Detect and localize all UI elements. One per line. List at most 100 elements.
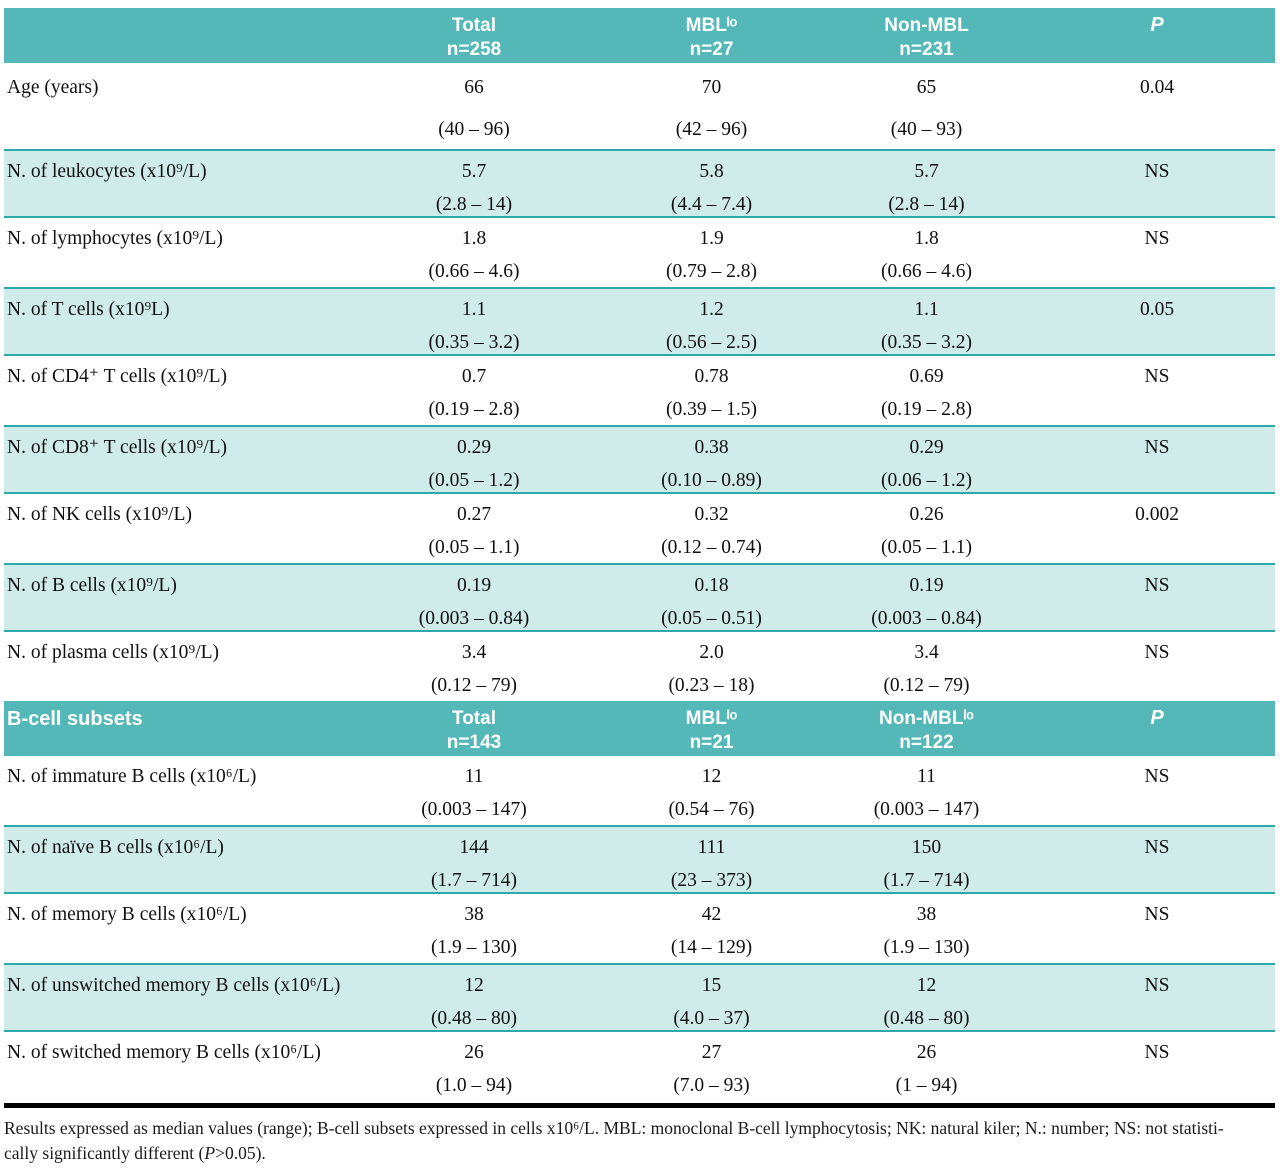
median-value: 38 [916, 904, 937, 925]
value-cell: 1.8 (0.66 – 4.6) [814, 218, 1039, 287]
value-cell: 11 (0.003 – 147) [339, 756, 609, 825]
row-label: N. of leukocytes (x10⁹/L) [7, 161, 207, 182]
value-cell: 0.19 (0.003 – 0.84) [339, 565, 609, 630]
table-row: N. of T cells (x10⁹L) 1.1 (0.35 – 3.2) 1.2 (… [4, 287, 1275, 356]
value-cell: 0.26 (0.05 – 1.1) [814, 494, 1039, 563]
range-value: (23 – 373) [670, 870, 753, 891]
value-cell: 27 (7.0 – 93) [609, 1032, 814, 1101]
value-cell: 3.4 (0.12 – 79) [814, 632, 1039, 701]
column-header: MBLˡᵒ n=27 [609, 15, 814, 60]
range-value: (1.9 – 130) [430, 937, 518, 958]
value-cell: 5.7 (2.8 – 14) [814, 151, 1039, 216]
row-label: N. of immature B cells (x10⁶/L) [7, 766, 257, 787]
row-label: N. of unswitched memory B cells (x10⁶/L) [7, 975, 341, 996]
range-value: (0.12 – 79) [883, 675, 970, 696]
table-row: N. of CD4⁺ T cells (x10⁹/L) 0.7 (0.19 – 2.… [4, 356, 1275, 425]
comparison-table: Total n=258 MBLˡᵒ n=27 Non-MBL n=231 P Age (yea… [4, 8, 1275, 1101]
value-cell: 26 (1 – 94) [814, 1032, 1039, 1101]
median-value: 1.1 [461, 299, 487, 320]
table-row: N. of switched memory B cells (x10⁶/L) 26… [4, 1032, 1275, 1101]
column-n: n=143 [446, 732, 502, 753]
value-cell: 0.78 (0.39 – 1.5) [609, 356, 814, 425]
range-value: (0.19 – 2.8) [881, 399, 972, 420]
value-cell: 1.1 (0.35 – 3.2) [339, 289, 609, 354]
value-cell: 65 (40 – 93) [814, 63, 1039, 149]
range-value: (2.8 – 14) [435, 194, 513, 215]
value-cell: 38 (1.9 – 130) [814, 894, 1039, 963]
value-cell: 144 (1.7 – 714) [339, 827, 609, 892]
value-cell: 12 (0.48 – 80) [814, 965, 1039, 1030]
table-row: N. of leukocytes (x10⁹/L) 5.7 (2.8 – 14) 5.… [4, 149, 1275, 218]
row-label: N. of memory B cells (x10⁶/L) [7, 904, 247, 925]
value-cell: 26 (1.0 – 94) [339, 1032, 609, 1101]
row-label: N. of switched memory B cells (x10⁶/L) [7, 1042, 321, 1063]
value-cell: 3.4 (0.12 – 79) [339, 632, 609, 701]
value-cell: 2.0 (0.23 – 18) [609, 632, 814, 701]
median-value: 0.19 [456, 575, 492, 596]
value-cell: 1.8 (0.66 – 4.6) [339, 218, 609, 287]
median-value: 5.7 [461, 161, 487, 182]
range-value: (14 – 129) [670, 937, 753, 958]
range-value: (4.0 – 37) [673, 1008, 750, 1029]
range-value: (0.56 – 2.5) [666, 332, 757, 353]
median-value: 0.26 [909, 504, 944, 525]
column-header: Non-MBLˡᵒ n=122 [814, 708, 1039, 753]
table-row: N. of plasma cells (x10⁹/L) 3.4 (0.12 – 79… [4, 632, 1275, 701]
column-n: n=258 [446, 39, 502, 60]
column-header: Total n=143 [339, 708, 609, 753]
column-header: MBLˡᵒ n=21 [609, 708, 814, 753]
table-row: N. of CD8⁺ T cells (x10⁹/L) 0.29 (0.05 – 1… [4, 425, 1275, 494]
value-cell: 1.9 (0.79 – 2.8) [609, 218, 814, 287]
range-value: (0.12 – 79) [430, 675, 518, 696]
range-value: (4.4 – 7.4) [670, 194, 753, 215]
median-value: 1.9 [699, 228, 724, 249]
value-cell: 70 (42 – 96) [609, 63, 814, 149]
value-cell: 0.38 (0.10 – 0.89) [609, 427, 814, 492]
range-value: (1.7 – 714) [883, 870, 970, 891]
median-value: 38 [464, 904, 484, 925]
median-value: 12 [701, 766, 722, 787]
median-value: 3.4 [461, 642, 487, 663]
table-row: N. of immature B cells (x10⁶/L) 11 (0.003 … [4, 756, 1275, 825]
row-label: N. of B cells (x10⁹/L) [7, 575, 177, 596]
p-value: NS [1144, 161, 1170, 182]
median-value: 0.27 [456, 504, 492, 525]
table-row: N. of lymphocytes (x10⁹/L) 1.8 (0.66 – 4.6… [4, 218, 1275, 287]
value-cell: 42 (14 – 129) [609, 894, 814, 963]
range-value: (0.05 – 0.51) [661, 608, 762, 629]
footnote: Results expressed as median values (rang… [4, 1116, 1275, 1166]
table-bottom-rule [4, 1103, 1275, 1108]
range-value: (0.12 – 0.74) [661, 537, 762, 558]
range-value: (0.003 – 147) [421, 799, 527, 820]
p-value: NS [1144, 575, 1170, 596]
value-cell: 38 (1.9 – 130) [339, 894, 609, 963]
median-value: 0.18 [694, 575, 729, 596]
footnote-line1: Results expressed as median values (rang… [4, 1118, 1224, 1138]
section-title: B-cell subsets [7, 708, 143, 730]
range-value: (42 – 96) [675, 119, 748, 140]
footnote-line2-post: >0.05). [215, 1143, 266, 1163]
range-value: (0.003 – 0.84) [871, 608, 982, 629]
median-value: 66 [464, 77, 484, 98]
range-value: (0.79 – 2.8) [666, 261, 757, 282]
range-value: (0.19 – 2.8) [428, 399, 520, 420]
column-header: Total n=258 [339, 15, 609, 60]
median-value: 5.8 [699, 161, 724, 182]
p-value: 0.002 [1135, 504, 1179, 525]
median-value: 0.19 [909, 575, 944, 596]
median-value: 26 [916, 1042, 937, 1063]
column-title: Total [452, 15, 496, 36]
median-value: 111 [697, 837, 726, 858]
p-value: NS [1144, 1042, 1170, 1063]
range-value: (0.48 – 80) [883, 1008, 970, 1029]
row-label: N. of plasma cells (x10⁹/L) [7, 642, 220, 663]
median-value: 3.4 [914, 642, 939, 663]
range-value: (0.35 – 3.2) [428, 332, 520, 353]
range-value: (1.7 – 714) [430, 870, 518, 891]
range-value: (0.54 – 76) [668, 799, 755, 820]
row-label: N. of naïve B cells (x10⁶/L) [7, 837, 224, 858]
row-label: N. of lymphocytes (x10⁹/L) [7, 228, 223, 249]
column-title: Non-MBL [884, 15, 969, 36]
p-value: NS [1144, 366, 1170, 387]
table-row: N. of unswitched memory B cells (x10⁶/L)… [4, 963, 1275, 1032]
